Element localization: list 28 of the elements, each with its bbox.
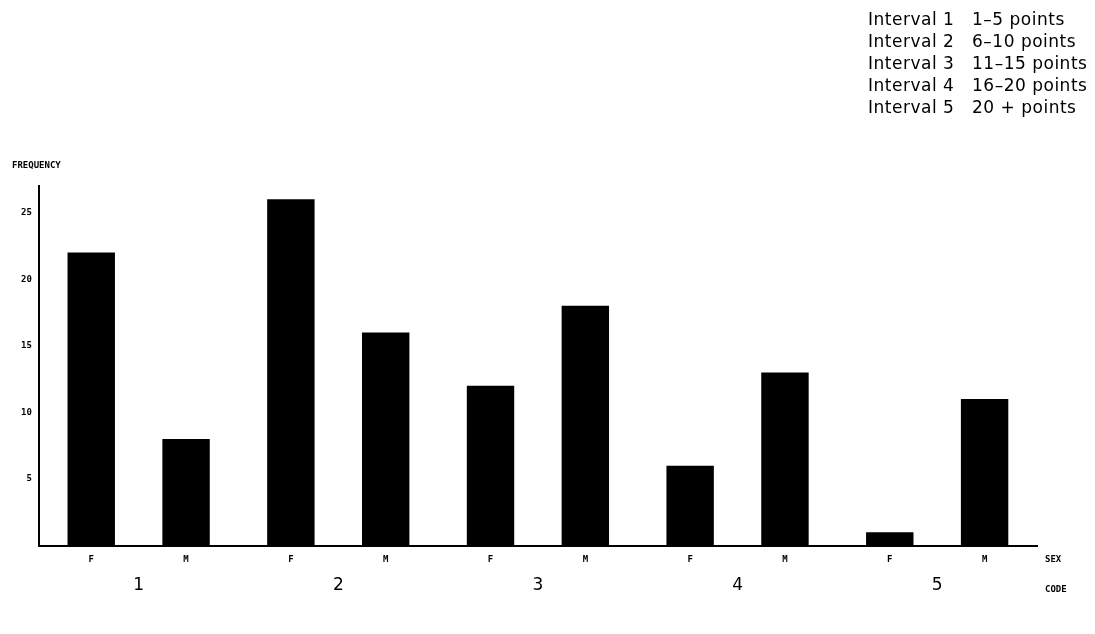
text: Interval 1 1–5 points: [868, 8, 1066, 30]
y-tick-label: 15: [20, 340, 32, 351]
y-tick-label: 10: [20, 406, 32, 417]
x-tick-label: 3: [532, 574, 544, 595]
text: M: [981, 553, 988, 564]
text: Interval 5 20 + points: [868, 96, 1078, 118]
text: F: [687, 553, 693, 564]
legend-title: SEX: [1045, 553, 1062, 564]
series-label: F: [88, 553, 94, 564]
text: F: [288, 553, 294, 564]
y-tick-label: 5: [26, 473, 32, 484]
text: F: [487, 553, 494, 564]
x-tick-label: 1: [133, 574, 145, 595]
text: M: [782, 553, 788, 564]
text: M: [582, 553, 589, 564]
x-tick-label: 4: [732, 574, 743, 595]
text: F: [887, 553, 893, 564]
x-tick-label: 2: [332, 574, 344, 595]
text: Interval 4 16–20 points: [868, 74, 1088, 96]
x-axis-title: CODE: [1045, 583, 1067, 594]
text: M: [382, 553, 389, 564]
y-axis-title: FREQUENCY: [12, 160, 62, 171]
y-tick-label: 20: [20, 273, 32, 284]
series-label: M: [183, 553, 190, 564]
x-tick-label: 5: [931, 574, 943, 595]
text: Interval 3 11–15 points: [868, 52, 1088, 74]
y-tick-label: 25: [20, 206, 32, 217]
text: Interval 2 6–10 points: [868, 30, 1078, 52]
